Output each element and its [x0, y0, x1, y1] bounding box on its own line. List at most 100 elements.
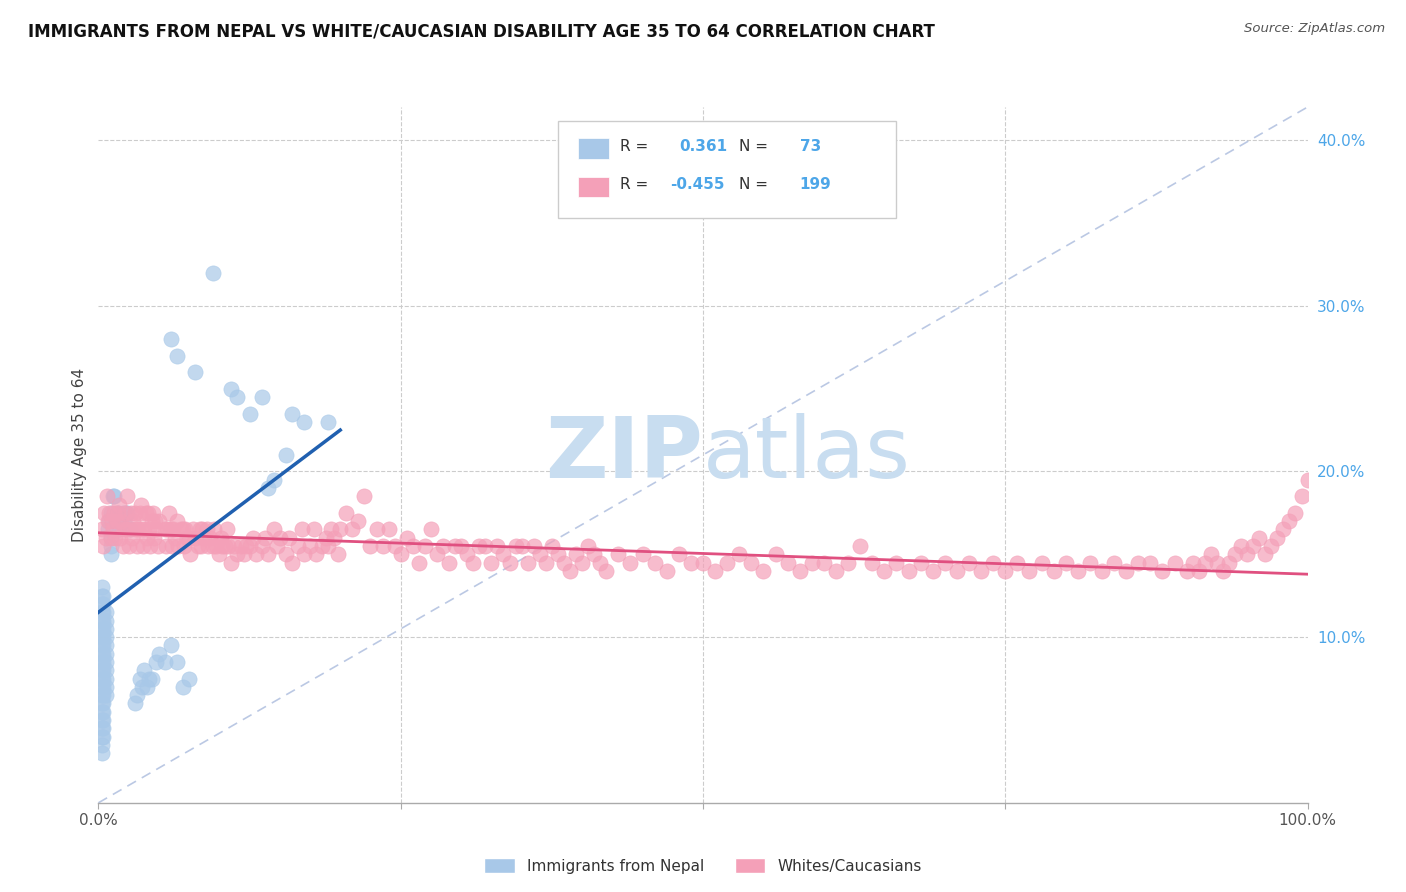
Point — [91, 622, 114, 636]
Point — [547, 547, 569, 561]
Point — [1212, 564, 1234, 578]
Point — [108, 523, 131, 537]
Point — [450, 539, 472, 553]
Point — [311, 539, 333, 553]
Point — [326, 547, 349, 561]
Point — [191, 523, 214, 537]
Point — [342, 523, 364, 537]
Point — [187, 539, 209, 553]
Point — [704, 564, 727, 578]
Point — [91, 639, 114, 653]
Point — [395, 531, 418, 545]
Point — [103, 506, 125, 520]
Point — [91, 639, 114, 653]
Point — [204, 539, 226, 553]
Point — [1241, 539, 1264, 553]
Point — [91, 589, 114, 603]
Point — [91, 655, 114, 669]
Point — [353, 489, 375, 503]
Point — [105, 514, 128, 528]
Point — [316, 539, 339, 553]
Point — [108, 514, 131, 528]
Point — [91, 721, 114, 735]
Point — [571, 556, 593, 570]
Point — [91, 597, 114, 611]
Point — [541, 539, 564, 553]
Point — [873, 564, 896, 578]
Point — [169, 523, 191, 537]
Point — [91, 721, 114, 735]
Point — [215, 523, 238, 537]
Point — [377, 523, 399, 537]
Point — [179, 672, 201, 686]
Point — [91, 539, 114, 553]
Point — [305, 547, 328, 561]
Point — [166, 655, 188, 669]
Point — [254, 531, 277, 545]
Point — [463, 556, 485, 570]
Point — [184, 365, 207, 379]
Point — [179, 547, 201, 561]
Point — [692, 556, 714, 570]
Point — [323, 531, 346, 545]
Point — [529, 547, 551, 561]
Point — [91, 697, 114, 711]
Point — [226, 390, 249, 404]
Point — [91, 663, 114, 677]
Point — [558, 564, 581, 578]
Point — [315, 531, 337, 545]
Point — [145, 655, 167, 669]
Point — [195, 523, 218, 537]
Point — [94, 672, 117, 686]
Point — [134, 663, 156, 677]
Point — [136, 506, 159, 520]
Text: 73: 73 — [800, 139, 821, 154]
Point — [204, 523, 226, 537]
Point — [360, 539, 382, 553]
Point — [157, 506, 180, 520]
Point — [1152, 564, 1174, 578]
Point — [1078, 556, 1101, 570]
Point — [148, 647, 170, 661]
Point — [91, 589, 114, 603]
Point — [160, 539, 183, 553]
Point — [173, 539, 195, 553]
Point — [100, 531, 122, 545]
Point — [91, 655, 114, 669]
Point — [94, 531, 117, 545]
Point — [316, 415, 339, 429]
Point — [302, 523, 325, 537]
Point — [208, 547, 231, 561]
Point — [266, 539, 288, 553]
Point — [115, 506, 138, 520]
Point — [226, 547, 249, 561]
Point — [142, 506, 165, 520]
Point — [108, 531, 131, 545]
Point — [366, 523, 388, 537]
Point — [607, 547, 630, 561]
Point — [127, 539, 149, 553]
Point — [160, 332, 183, 346]
Point — [221, 556, 243, 570]
Point — [292, 415, 315, 429]
Point — [100, 539, 122, 553]
Point — [127, 523, 149, 537]
Point — [245, 547, 267, 561]
Point — [91, 746, 114, 760]
Point — [91, 730, 114, 744]
Point — [1249, 531, 1271, 545]
Point — [211, 539, 233, 553]
Point — [117, 506, 139, 520]
Point — [655, 564, 678, 578]
Point — [335, 506, 357, 520]
Point — [583, 547, 606, 561]
Point — [94, 647, 117, 661]
Point — [456, 547, 478, 561]
Point — [1284, 506, 1306, 520]
Point — [145, 523, 167, 537]
Point — [94, 614, 117, 628]
Point — [118, 523, 141, 537]
Point — [1091, 564, 1114, 578]
Point — [128, 672, 150, 686]
Point — [197, 539, 219, 553]
